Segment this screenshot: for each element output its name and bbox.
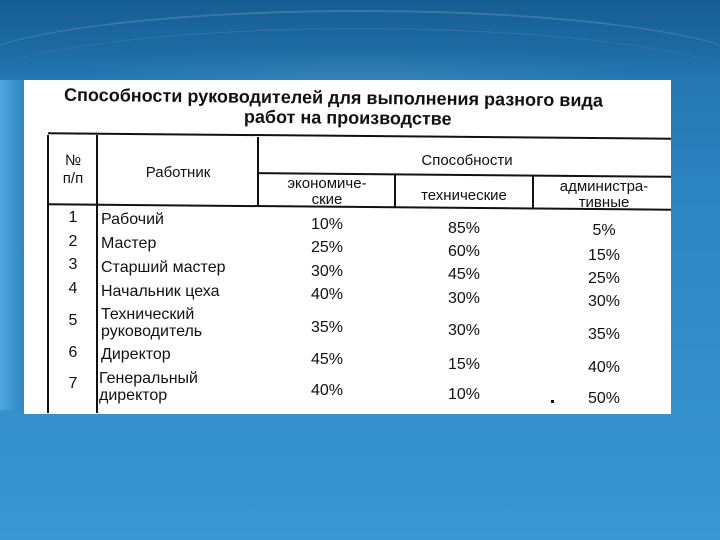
row-4-economic: 40% — [310, 286, 344, 303]
num-column-divider — [96, 135, 98, 413]
worker-column-divider — [257, 137, 259, 207]
slide-header-band — [0, 0, 720, 78]
row-3-technical: 45% — [447, 266, 481, 283]
scan-speck — [551, 400, 554, 403]
header-num-line1: № — [64, 152, 82, 169]
row-5-worker: Технический руководитель — [101, 306, 202, 340]
row-3-num: 3 — [68, 256, 78, 273]
header-admin-line1: администра- — [559, 178, 649, 195]
header-technical: технические — [421, 187, 507, 204]
row-1-admin: 5% — [592, 222, 616, 239]
document-title: Способности руководителей для выполнения… — [62, 85, 671, 131]
header-admin-line2: тивные — [578, 194, 630, 211]
row-7-admin: 50% — [587, 390, 621, 407]
header-abilities: Способности — [421, 152, 513, 169]
header-worker: Работник — [145, 164, 211, 181]
row-7-num: 7 — [68, 375, 78, 392]
row-7-worker-line2: директор — [99, 387, 168, 404]
row-5-economic: 35% — [310, 319, 344, 336]
row-6-economic: 45% — [310, 351, 344, 368]
row-3-worker: Старший мастер — [101, 259, 226, 276]
row-4-technical: 30% — [447, 290, 481, 307]
row-5-technical: 30% — [447, 322, 481, 339]
row-3-admin: 25% — [587, 270, 621, 287]
row-4-admin: 30% — [587, 293, 621, 310]
row-3-economic: 30% — [310, 263, 344, 280]
row-2-admin: 15% — [587, 247, 621, 264]
row-6-technical: 15% — [447, 356, 481, 373]
row-5-worker-line1: Технический — [101, 306, 195, 323]
row-1-technical: 85% — [447, 220, 481, 237]
row-5-num: 5 — [68, 312, 78, 329]
economic-column-divider — [394, 175, 396, 208]
row-1-num: 1 — [68, 209, 78, 226]
row-1-worker: Рабочий — [101, 211, 164, 228]
header-admin: администра- тивные — [534, 179, 671, 211]
header-economic-line1: экономиче- — [287, 175, 367, 192]
row-5-worker-line2: руководитель — [101, 323, 203, 340]
row-7-economic: 40% — [310, 382, 344, 399]
row-7-worker-line1: Генеральный — [99, 370, 198, 387]
row-6-num: 6 — [68, 344, 78, 361]
row-2-economic: 25% — [310, 239, 344, 256]
scanned-document: Способности руководителей для выполнения… — [24, 80, 671, 414]
row-6-admin: 40% — [587, 359, 621, 376]
table-top-border — [48, 132, 671, 140]
table-left-border — [47, 135, 49, 413]
header-economic: экономиче- ские — [260, 176, 394, 208]
header-economic-line2: ские — [311, 191, 343, 208]
row-7-technical: 10% — [447, 386, 481, 403]
row-4-worker: Начальник цеха — [101, 283, 220, 300]
row-2-technical: 60% — [447, 243, 481, 260]
technical-column-divider — [532, 176, 534, 209]
slide-left-strip — [0, 80, 24, 410]
row-4-num: 4 — [68, 280, 78, 297]
row-2-num: 2 — [68, 233, 78, 250]
row-5-admin: 35% — [587, 326, 621, 343]
row-1-economic: 10% — [310, 216, 344, 233]
header-num: № п/п — [50, 152, 96, 188]
row-6-worker: Директор — [101, 346, 171, 363]
row-2-worker: Мастер — [101, 235, 157, 252]
row-7-worker: Генеральный директор — [99, 370, 198, 404]
header-num-line2: п/п — [62, 170, 84, 187]
